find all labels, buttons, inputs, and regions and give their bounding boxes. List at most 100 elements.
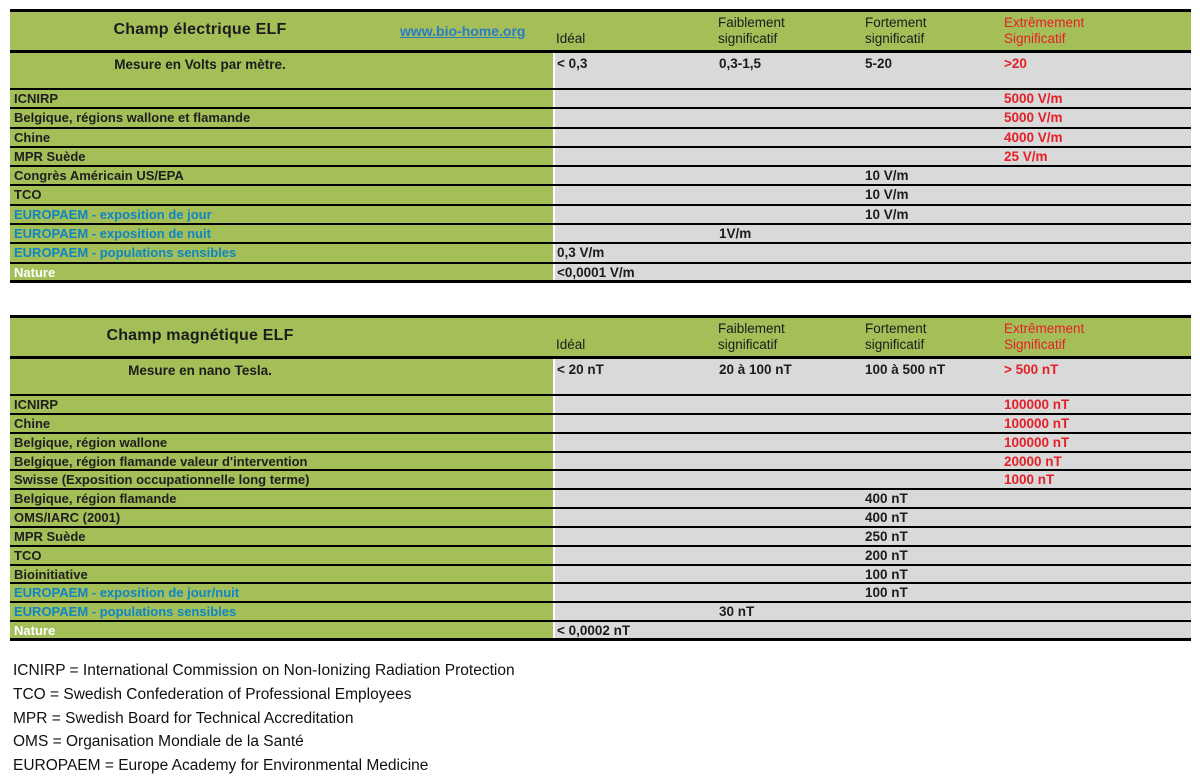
table-row: MPR Suède 250 nT — [10, 527, 1191, 547]
scale-value-fortement: 5-20 — [865, 56, 893, 71]
legend-line-icnirp: ICNIRP = International Commission on Non… — [13, 662, 515, 679]
row-value: 25 V/m — [1004, 148, 1048, 164]
row-value: 20000 nT — [1004, 453, 1062, 469]
column-header-fortement: Fortement significatif — [865, 15, 927, 46]
row-value: 5000 V/m — [1004, 110, 1063, 126]
column-header-extremement: Extrêmement Significatif — [1004, 321, 1085, 352]
row-label: Belgique, région flamande — [10, 490, 553, 508]
table-row: Chine 100000 nT — [10, 414, 1191, 434]
row-value: 250 nT — [865, 528, 908, 544]
column-header-fortement: Fortement significatif — [865, 321, 927, 352]
column-header-extremement: Extrêmement Significatif — [1004, 15, 1085, 46]
row-label: Congrès Américain US/EPA — [10, 167, 553, 185]
table-title-electric: Champ électrique ELF — [113, 21, 287, 38]
row-value: 10 V/m — [865, 168, 909, 184]
table-row: TCO 200 nT — [10, 546, 1191, 566]
column-header-ideal: Idéal — [556, 337, 586, 352]
row-value: 400 nT — [865, 510, 908, 526]
row-label: TCO — [10, 546, 553, 564]
column-header-ideal: Idéal — [556, 31, 586, 46]
table-row: Belgique, région flamande 400 nT — [10, 490, 1191, 510]
table-magnetic-field: Champ magnétique ELF Idéal Faiblement si… — [10, 315, 1191, 641]
row-label: EUROPAEM - populations sensibles — [10, 603, 553, 621]
row-value: 5000 V/m — [1004, 91, 1063, 106]
legend-line-mpr: MPR = Swedish Board for Technical Accred… — [13, 709, 354, 727]
measure-unit-label: Mesure en nano Tesla. — [128, 363, 272, 378]
table-row: Swisse (Exposition occupationnelle long … — [10, 471, 1191, 491]
scale-value-fortement: 100 à 500 nT — [865, 362, 946, 377]
scale-row: Mesure en Volts par mètre. < 0,3 0,3-1,5… — [10, 53, 1191, 90]
row-label: Chine — [10, 128, 553, 146]
row-value: <0,0001 V/m — [557, 264, 635, 280]
table-row: Nature < 0,0002 nT — [10, 622, 1191, 641]
row-label: MPR Suède — [10, 147, 553, 166]
table-row: OMS/IARC (2001) 400 nT — [10, 509, 1191, 528]
row-value: 100000 nT — [1004, 415, 1070, 431]
table-row: EUROPAEM - exposition de nuit 1V/m — [10, 225, 1191, 245]
table-row: Bioinitiative 100 nT — [10, 565, 1191, 585]
row-value: 4000 V/m — [1004, 129, 1063, 145]
row-value: 0,3 V/m — [557, 245, 605, 261]
table-header-electric: Champ électrique ELF www.bio-home.org Id… — [10, 9, 1191, 53]
scale-value-ideal: < 0,3 — [557, 56, 588, 71]
row-value: 400 nT — [865, 491, 908, 507]
row-value: 100000 nT — [1004, 434, 1070, 450]
legend-line-europaem: EUROPAEM = Europe Academy for Environmen… — [13, 757, 429, 775]
row-label: Nature — [10, 263, 553, 280]
abbreviation-legend: ICNIRP = International Commission on Non… — [13, 659, 515, 778]
table-electric-field: Champ électrique ELF www.bio-home.org Id… — [10, 9, 1191, 283]
row-label: Nature — [10, 622, 553, 638]
row-value: 10 V/m — [865, 206, 909, 222]
table-row: Belgique, région flamande valeur d'inter… — [10, 452, 1191, 472]
table-title-magnetic: Champ magnétique ELF — [106, 327, 294, 344]
scale-value-faiblement: 20 à 100 nT — [719, 362, 792, 377]
table-row: TCO 10 V/m — [10, 186, 1191, 206]
table-row: Belgique, région wallone 100000 nT — [10, 433, 1191, 453]
row-value: 100000 nT — [1004, 397, 1070, 412]
table-row: EUROPAEM - populations sensibles 0,3 V/m — [10, 244, 1191, 264]
row-label: OMS/IARC (2001) — [10, 509, 553, 526]
row-label: ICNIRP — [10, 396, 553, 413]
row-value: 100 nT — [865, 585, 908, 601]
row-value: < 0,0002 nT — [557, 623, 631, 639]
scale-value-extremement: >20 — [1004, 56, 1027, 71]
scale-value-ideal: < 20 nT — [557, 362, 604, 377]
row-label: Belgique, région flamande valeur d'inter… — [10, 452, 553, 470]
row-label: EUROPAEM - populations sensibles — [10, 244, 553, 262]
row-value: 1000 nT — [1004, 472, 1055, 488]
row-value: 30 nT — [719, 604, 755, 620]
row-label: MPR Suède — [10, 527, 553, 545]
table-row: EUROPAEM - exposition de jour/nuit 100 n… — [10, 584, 1191, 604]
table-row: EUROPAEM - exposition de jour 10 V/m — [10, 205, 1191, 226]
column-header-faiblement: Faiblement significatif — [718, 15, 785, 46]
scale-value-extremement: > 500 nT — [1004, 362, 1059, 377]
measure-unit-label: Mesure en Volts par mètre. — [114, 57, 286, 72]
row-label: EUROPAEM - exposition de jour/nuit — [10, 584, 553, 602]
legend-line-oms: OMS = Organisation Mondiale de la Santé — [13, 733, 304, 751]
row-label: TCO — [10, 186, 553, 204]
row-label: Belgique, régions wallone et flamande — [10, 109, 553, 127]
row-label: ICNIRP — [10, 90, 553, 108]
table-row: ICNIRP 5000 V/m — [10, 90, 1191, 110]
row-value: 1V/m — [719, 226, 752, 242]
table-row: Belgique, régions wallone et flamande 50… — [10, 109, 1191, 129]
table-row: Nature <0,0001 V/m — [10, 263, 1191, 283]
table-row: Congrès Américain US/EPA 10 V/m — [10, 167, 1191, 187]
table-row: MPR Suède 25 V/m — [10, 147, 1191, 168]
scale-row: Mesure en nano Tesla. < 20 nT 20 à 100 n… — [10, 359, 1191, 396]
scale-value-faiblement: 0,3-1,5 — [719, 56, 762, 71]
table-row: ICNIRP 100000 nT — [10, 396, 1191, 415]
row-value: 100 nT — [865, 566, 908, 582]
table-row: EUROPAEM - populations sensibles 30 nT — [10, 603, 1191, 623]
legend-line-tco: TCO = Swedish Confederation of Professio… — [13, 685, 412, 703]
row-label: Chine — [10, 414, 553, 432]
row-label: Swisse (Exposition occupationnelle long … — [10, 471, 553, 489]
row-label: Belgique, région wallone — [10, 433, 553, 451]
website-link[interactable]: www.bio-home.org — [400, 23, 526, 39]
table-row: Chine 4000 V/m — [10, 128, 1191, 148]
row-value: 10 V/m — [865, 187, 909, 203]
row-label: EUROPAEM - exposition de nuit — [10, 225, 553, 243]
column-header-faiblement: Faiblement significatif — [718, 321, 785, 352]
row-label: EUROPAEM - exposition de jour — [10, 205, 553, 224]
